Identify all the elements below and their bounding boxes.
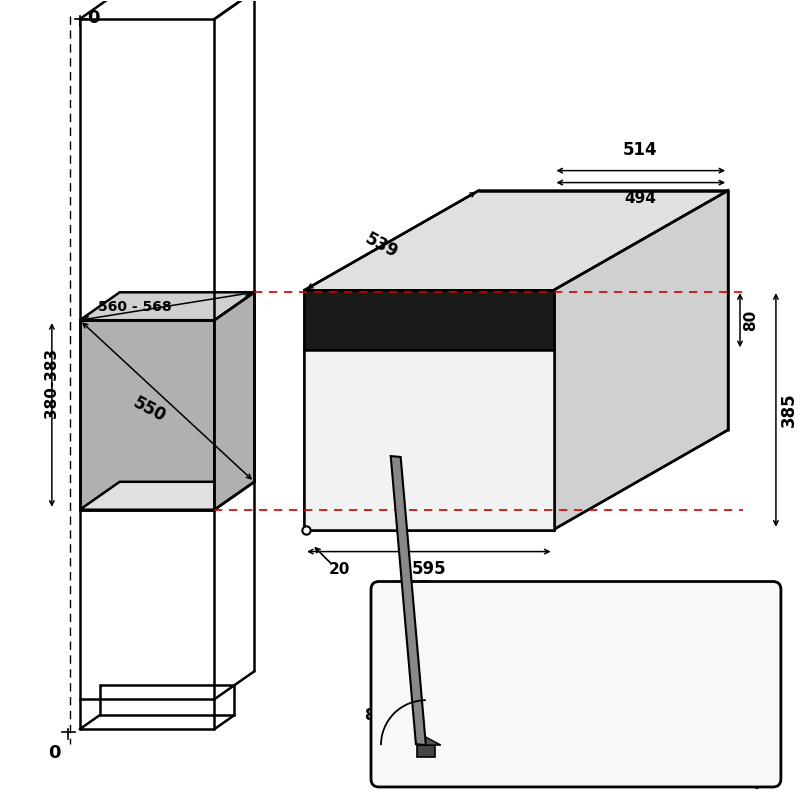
Polygon shape (390, 456, 426, 745)
Polygon shape (80, 320, 214, 510)
Text: 380-383: 380-383 (44, 348, 59, 418)
Text: 0: 0 (86, 9, 99, 27)
FancyBboxPatch shape (371, 582, 781, 787)
Text: 12: 12 (339, 313, 360, 328)
Text: 560 - 568: 560 - 568 (98, 300, 171, 314)
Polygon shape (304, 190, 728, 290)
Text: 85°: 85° (364, 708, 393, 723)
Polygon shape (214, 292, 254, 510)
Polygon shape (80, 292, 254, 320)
Text: 0: 0 (49, 744, 61, 762)
Polygon shape (80, 482, 254, 510)
Text: 80: 80 (743, 310, 758, 331)
Text: 385: 385 (780, 393, 798, 427)
Text: 373: 373 (421, 422, 439, 458)
Text: 20: 20 (329, 562, 350, 577)
Polygon shape (304, 290, 554, 350)
Text: 5: 5 (429, 742, 439, 758)
Text: 7: 7 (753, 777, 763, 792)
Polygon shape (417, 745, 435, 757)
Text: 494: 494 (624, 190, 656, 206)
Polygon shape (554, 190, 728, 530)
Text: 514: 514 (623, 141, 658, 158)
Text: 550: 550 (130, 394, 169, 426)
Text: 539: 539 (362, 230, 401, 262)
Polygon shape (304, 350, 554, 530)
Polygon shape (426, 737, 441, 745)
Text: 595: 595 (411, 559, 446, 578)
Text: 290: 290 (396, 579, 430, 598)
